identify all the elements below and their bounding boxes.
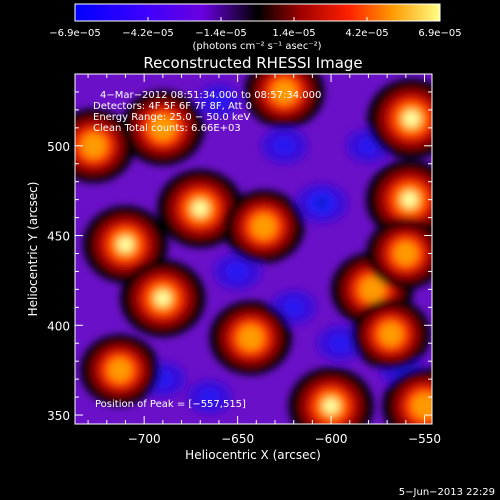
x-tick-label: −550: [408, 432, 441, 446]
colorbar-tick-label: 6.9e−05: [418, 28, 461, 39]
annotation-detectors: Detectors: 4F 5F 6F 7F 8F, Att 0: [93, 101, 252, 112]
colorbar-ticks: [74, 17, 441, 21]
x-tick-labels: −700 −650 −600 −550: [128, 432, 441, 446]
colorbar: [74, 3, 441, 22]
bright-region-core-10: [323, 398, 339, 414]
bright-region-core-2: [192, 200, 208, 217]
annotation-clean: Clean Total counts: 6.66E+03: [93, 123, 241, 134]
bright-region-core-6: [155, 290, 171, 306]
y-tick-label: 500: [47, 140, 70, 154]
bright-region-inner-11: [411, 393, 432, 420]
colorbar-tick-label: 1.4e−05: [272, 28, 315, 39]
dark-region-core-2: [225, 261, 250, 282]
chart-title: Reconstructed RHESSI Image: [143, 54, 362, 72]
axis-ticks: [75, 73, 432, 424]
footer-date: 5−Jun−2013 22:29: [399, 487, 495, 498]
colorbar-tick-label: −6.9e−05: [49, 28, 101, 39]
colorbar-unit-label: (photons cm⁻² s⁻¹ asec⁻²): [192, 41, 321, 52]
y-tick-label: 400: [47, 319, 70, 333]
colorbar-tick-labels: −6.9e−05 −4.2e−05 −1.4e−05 1.4e−05 4.2e−05 6.…: [49, 28, 461, 39]
y-axis-label: Heliocentric Y (arcsec): [26, 182, 40, 317]
colorbar-tick-label: −4.2e−05: [122, 28, 174, 39]
plot-frame: [74, 73, 433, 425]
annotation-energy: Energy Range: 25.0 − 50.0 keV: [93, 112, 250, 123]
bright-region-inner-7: [251, 214, 277, 239]
bright-region-core-1: [401, 191, 418, 208]
bright-region-inner-15: [394, 241, 418, 266]
colorbar-tick-label: 4.2e−05: [345, 28, 388, 39]
bright-region-inner-13: [379, 322, 403, 347]
bright-region-inner-8: [359, 276, 385, 302]
annotation-time-range: 4−Mar−2012 08:51:34.000 to 08:57:34.000: [100, 90, 321, 101]
x-tick-label: −650: [221, 432, 254, 446]
annotation-peak: Position of Peak = [−557,515]: [95, 399, 246, 410]
bright-region-inner-5: [150, 115, 176, 141]
dark-region-core-6: [328, 333, 352, 354]
x-tick-label: −700: [128, 432, 161, 446]
dark-region-core-5: [282, 297, 305, 317]
dark-region-core-7: [357, 136, 380, 155]
bright-region-inner-12: [108, 358, 132, 382]
dark-region-core-1: [272, 135, 296, 156]
y-tick-label: 450: [47, 230, 70, 244]
dark-region-core-9: [198, 387, 221, 407]
bright-region-inner-14: [272, 79, 297, 104]
bright-region-inner-4: [81, 133, 107, 159]
dark-region-peak-0: [318, 199, 325, 208]
y-tick-labels: 350 400 450 500: [47, 140, 70, 423]
dark-region-core-8: [208, 91, 230, 110]
y-tick-label: 350: [47, 409, 70, 423]
colorbar-tick-label: −1.4e−05: [195, 28, 247, 39]
x-axis-label: Heliocentric X (arcsec): [185, 448, 321, 462]
bright-region-core-0: [403, 110, 420, 127]
bright-region-core-3: [117, 236, 134, 253]
bright-region-inner-9: [238, 325, 264, 351]
heatmap: [75, 74, 432, 424]
x-tick-label: −600: [315, 432, 348, 446]
